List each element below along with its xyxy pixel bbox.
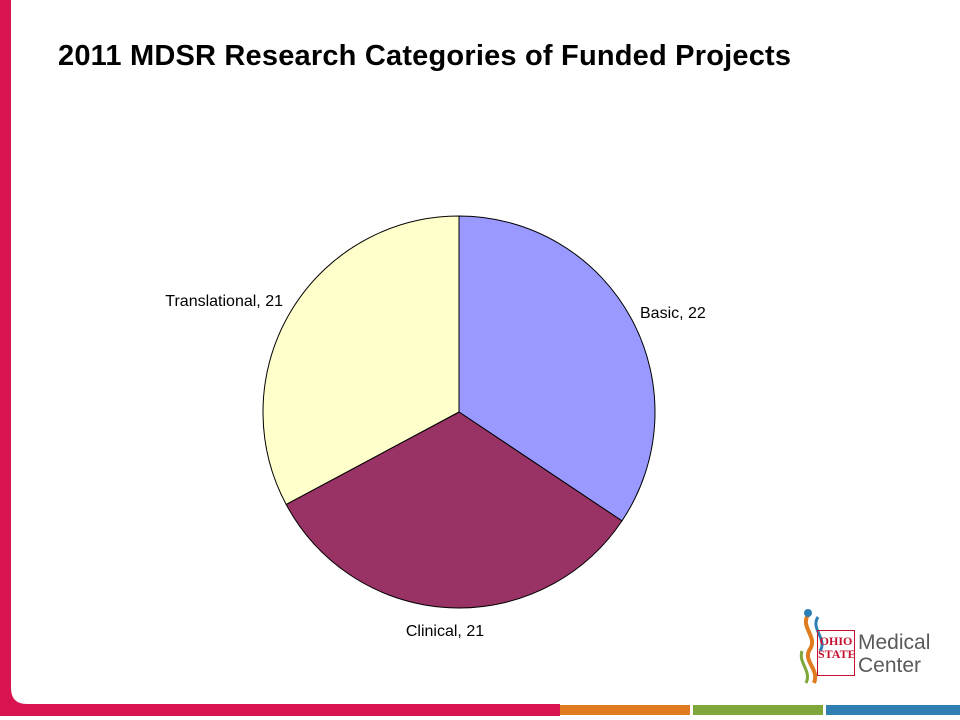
footer-bar-green bbox=[693, 705, 823, 715]
osu-logo-mark bbox=[799, 609, 824, 684]
pie-slice-translational bbox=[262, 215, 460, 506]
osu-line1: OHIO bbox=[819, 634, 853, 648]
logo-line-center: Center bbox=[858, 654, 922, 677]
osu-wordmark: OHIO STATE bbox=[817, 630, 856, 676]
slice-label-basic: Basic, 22 bbox=[640, 305, 706, 322]
logo-text: Medical Center bbox=[858, 631, 930, 677]
pie-slice-clinical bbox=[285, 411, 623, 609]
slide-title: 2011 MDSR Research Categories of Funded … bbox=[58, 40, 792, 72]
footer-bar-blue bbox=[826, 705, 960, 715]
footer-bar-orange bbox=[560, 705, 690, 715]
slice-label-clinical: Clinical, 21 bbox=[406, 623, 484, 640]
dna-helix-icon bbox=[804, 613, 818, 684]
slice-label-translational: Translational, 21 bbox=[165, 293, 283, 310]
osu-line2: STATE bbox=[818, 647, 856, 661]
logo-line-medical: Medical bbox=[858, 631, 931, 654]
